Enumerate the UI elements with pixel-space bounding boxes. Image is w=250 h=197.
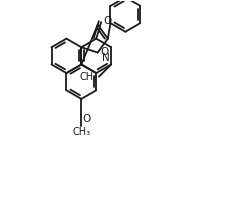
Text: CH₃: CH₃ (80, 72, 98, 82)
Text: O: O (103, 16, 111, 26)
Text: O: O (100, 47, 108, 57)
Text: N: N (102, 54, 110, 63)
Text: CH₃: CH₃ (72, 127, 90, 138)
Text: O: O (82, 114, 90, 124)
